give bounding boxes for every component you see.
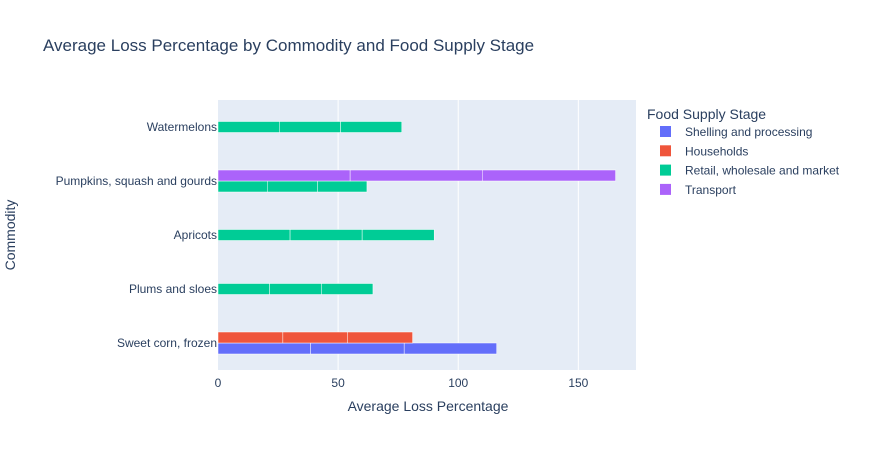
y-tick-plums-and-sloes: Plums and sloes bbox=[129, 282, 217, 296]
bar-transport-pumpkins-squash-and-gourds-segment-3[interactable] bbox=[482, 169, 616, 182]
x-tick-150: 150 bbox=[568, 376, 588, 390]
bar-retail-wholesale-and-market-plums-and-sloes-segment-3[interactable] bbox=[321, 283, 374, 295]
legend-swatch-retail-wholesale-and-market[interactable] bbox=[660, 164, 671, 176]
bar-transport-pumpkins-squash-and-gourds-segment-2[interactable] bbox=[349, 169, 483, 182]
bar-retail-wholesale-and-market-plums-and-sloes-segment-1[interactable] bbox=[217, 283, 270, 295]
bar-shelling-and-processing-sweet-corn-frozen-segment-1[interactable] bbox=[217, 342, 311, 355]
x-axis-title: Average Loss Percentage bbox=[348, 398, 509, 414]
bars bbox=[217, 121, 616, 355]
bar-retail-wholesale-and-market-watermelons-segment-1[interactable] bbox=[217, 121, 280, 133]
legend: Food Supply Stage Shelling and processin… bbox=[647, 106, 840, 197]
bar-retail-wholesale-and-market-watermelons-segment-2[interactable] bbox=[279, 121, 341, 133]
bar-households-sweet-corn-frozen-segment-3[interactable] bbox=[347, 331, 413, 344]
legend-label-shelling-and-processing[interactable]: Shelling and processing bbox=[685, 125, 812, 139]
x-tick-50: 50 bbox=[331, 376, 345, 390]
bar-retail-wholesale-and-market-pumpkins-squash-and-gourds-segment-3[interactable] bbox=[317, 180, 368, 193]
bar-transport-pumpkins-squash-and-gourds-segment-1[interactable] bbox=[217, 169, 351, 182]
y-tick-sweet-corn-frozen: Sweet corn, frozen bbox=[117, 336, 217, 350]
bar-shelling-and-processing-sweet-corn-frozen-segment-3[interactable] bbox=[403, 342, 497, 355]
y-tick-labels: Sweet corn, frozen Plums and sloes Apricot… bbox=[56, 120, 217, 350]
legend-label-transport[interactable]: Transport bbox=[685, 183, 737, 197]
x-tick-labels: 0 50 100 150 bbox=[215, 376, 589, 390]
bar-retail-wholesale-and-market-plums-and-sloes-segment-2[interactable] bbox=[269, 283, 322, 295]
legend-swatch-transport[interactable] bbox=[660, 183, 671, 195]
bar-retail-wholesale-and-market-apricots-segment-1[interactable] bbox=[217, 229, 291, 241]
bar-shelling-and-processing-sweet-corn-frozen-segment-2[interactable] bbox=[310, 342, 405, 355]
bar-retail-wholesale-and-market-pumpkins-squash-and-gourds-segment-2[interactable] bbox=[266, 180, 318, 193]
bar-retail-wholesale-and-market-apricots-segment-3[interactable] bbox=[361, 229, 435, 241]
legend-swatch-households[interactable] bbox=[660, 145, 671, 157]
bar-retail-wholesale-and-market-apricots-segment-2[interactable] bbox=[289, 229, 363, 241]
y-axis-title: Commodity bbox=[2, 200, 18, 271]
bar-households-sweet-corn-frozen-segment-2[interactable] bbox=[282, 331, 348, 344]
y-tick-watermelons: Watermelons bbox=[147, 120, 217, 134]
y-tick-pumpkins-squash-and-gourds: Pumpkins, squash and gourds bbox=[56, 174, 217, 188]
legend-swatch-shelling-and-processing[interactable] bbox=[660, 126, 671, 137]
bar-retail-wholesale-and-market-watermelons-segment-3[interactable] bbox=[340, 121, 403, 133]
legend-label-households[interactable]: Households bbox=[685, 144, 748, 158]
legend-label-retail-wholesale-and-market[interactable]: Retail, wholesale and market bbox=[685, 164, 840, 178]
chart-title: Average Loss Percentage by Commodity and… bbox=[43, 36, 534, 55]
bar-retail-wholesale-and-market-pumpkins-squash-and-gourds-segment-1[interactable] bbox=[217, 180, 268, 193]
x-tick-100: 100 bbox=[448, 376, 468, 390]
bar-households-sweet-corn-frozen-segment-1[interactable] bbox=[217, 331, 284, 344]
y-tick-apricots: Apricots bbox=[174, 228, 217, 242]
legend-title: Food Supply Stage bbox=[647, 106, 766, 122]
x-tick-0: 0 bbox=[215, 376, 222, 390]
